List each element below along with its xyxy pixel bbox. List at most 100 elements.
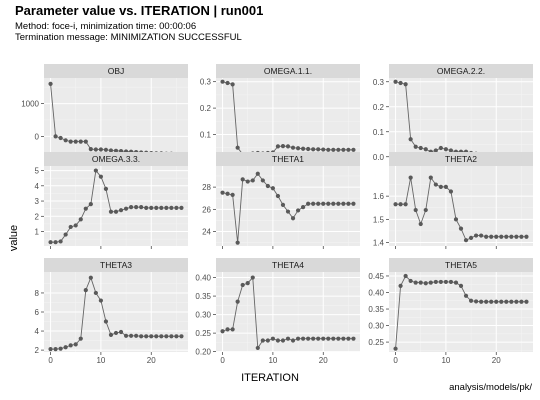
data-point (438, 145, 443, 151)
facet-panel-theta4: THETA4 0.20 0.25 0.30 0.35 0.40 0 10 20 (195, 258, 360, 365)
y-tick-label: 0.1 (373, 128, 385, 137)
data-point (413, 144, 418, 149)
data-point (275, 193, 281, 199)
data-point (53, 347, 58, 352)
facet-panel-obj: OBJ 0 1000 (21, 64, 188, 161)
data-point (321, 336, 326, 341)
y-tick-label: 0.3 (200, 78, 212, 87)
y-tick-label: 0.3 (373, 78, 385, 87)
data-point (164, 334, 169, 339)
y-tick-label: 1.4 (373, 239, 385, 248)
y-tick-label: 6 (35, 308, 40, 317)
data-point (220, 79, 225, 84)
facet-strip (389, 152, 533, 166)
data-point (499, 299, 504, 304)
data-point (220, 329, 225, 334)
data-point (423, 147, 428, 152)
data-point (134, 205, 139, 210)
facet-strip (216, 152, 360, 166)
x-tick-label: 0 (48, 356, 53, 365)
data-point (245, 281, 250, 286)
data-point (341, 336, 346, 341)
facet-strip-label: THETA1 (272, 154, 304, 164)
data-point (331, 201, 336, 206)
data-point (280, 144, 286, 149)
facet-strip-label: THETA2 (445, 154, 477, 164)
data-point (463, 293, 469, 298)
data-point (346, 201, 351, 206)
data-point (48, 81, 53, 86)
data-point (494, 234, 499, 239)
data-point (524, 234, 529, 239)
data-point (448, 279, 454, 285)
data-point (290, 145, 296, 150)
data-point (78, 336, 83, 341)
facet-strip (216, 64, 360, 78)
data-point (306, 201, 311, 206)
data-point (418, 221, 423, 227)
y-tick-label: 0.2 (373, 103, 385, 112)
facet-panel-theta5: THETA5 0.25 0.30 0.35 0.40 0.45 0 10 20 (368, 258, 533, 365)
data-point (428, 280, 433, 285)
data-point (83, 206, 88, 211)
data-point (275, 338, 281, 343)
data-point (453, 217, 459, 222)
panel-background (44, 78, 188, 158)
data-point (326, 336, 331, 341)
facet-strip-label: THETA5 (445, 260, 477, 270)
y-tick-label: 26 (202, 205, 211, 214)
data-point (149, 205, 154, 210)
data-point (336, 147, 341, 152)
data-point (270, 186, 275, 191)
data-point (311, 201, 316, 206)
y-tick-label: 0.2 (200, 104, 212, 113)
x-tick-label: 0 (220, 356, 225, 365)
data-point (474, 299, 479, 304)
y-tick-label: 4 (35, 327, 40, 336)
data-point (53, 240, 58, 245)
data-point (341, 147, 346, 152)
data-point (443, 184, 448, 189)
data-point (285, 336, 291, 341)
facet-strip-label: THETA3 (100, 260, 132, 270)
y-tick-label: 5 (35, 167, 40, 176)
data-point (275, 144, 281, 149)
data-point (83, 288, 88, 293)
data-point (393, 79, 398, 84)
data-point (316, 147, 321, 152)
y-tick-label: 0.20 (195, 348, 211, 357)
data-point (164, 205, 169, 210)
data-point (73, 139, 78, 144)
data-point (113, 148, 119, 153)
data-point (398, 283, 403, 288)
chart-caption: analysis/models/pk/ (449, 382, 532, 393)
data-point (93, 168, 98, 173)
data-point (260, 338, 265, 343)
data-point (139, 334, 144, 339)
data-point (63, 345, 68, 350)
data-point (458, 226, 464, 231)
data-point (403, 82, 408, 87)
y-tick-label: 2 (35, 346, 40, 355)
data-point (68, 343, 73, 348)
data-point (129, 205, 134, 210)
x-tick-label: 10 (96, 356, 105, 365)
data-point (58, 346, 63, 351)
data-point (428, 175, 433, 180)
data-point (514, 299, 519, 304)
data-point (154, 205, 159, 210)
data-point (174, 205, 179, 210)
data-point (423, 207, 428, 213)
data-point (225, 327, 230, 332)
data-point (524, 299, 529, 304)
facet-strip (44, 152, 188, 166)
data-point (433, 148, 438, 153)
facet-panel-omega-3-3: OMEGA.3.3. 1 2 3 4 5 (35, 152, 188, 249)
data-point (83, 139, 88, 144)
data-point (174, 334, 179, 339)
data-point (250, 275, 255, 280)
chart-subtitle-termination: Termination message: MINIMIZATION SUCCES… (15, 32, 242, 43)
facet-panel-theta3: THETA3 2 4 6 8 0 10 20 (35, 258, 188, 365)
x-tick-label: 10 (268, 356, 277, 365)
